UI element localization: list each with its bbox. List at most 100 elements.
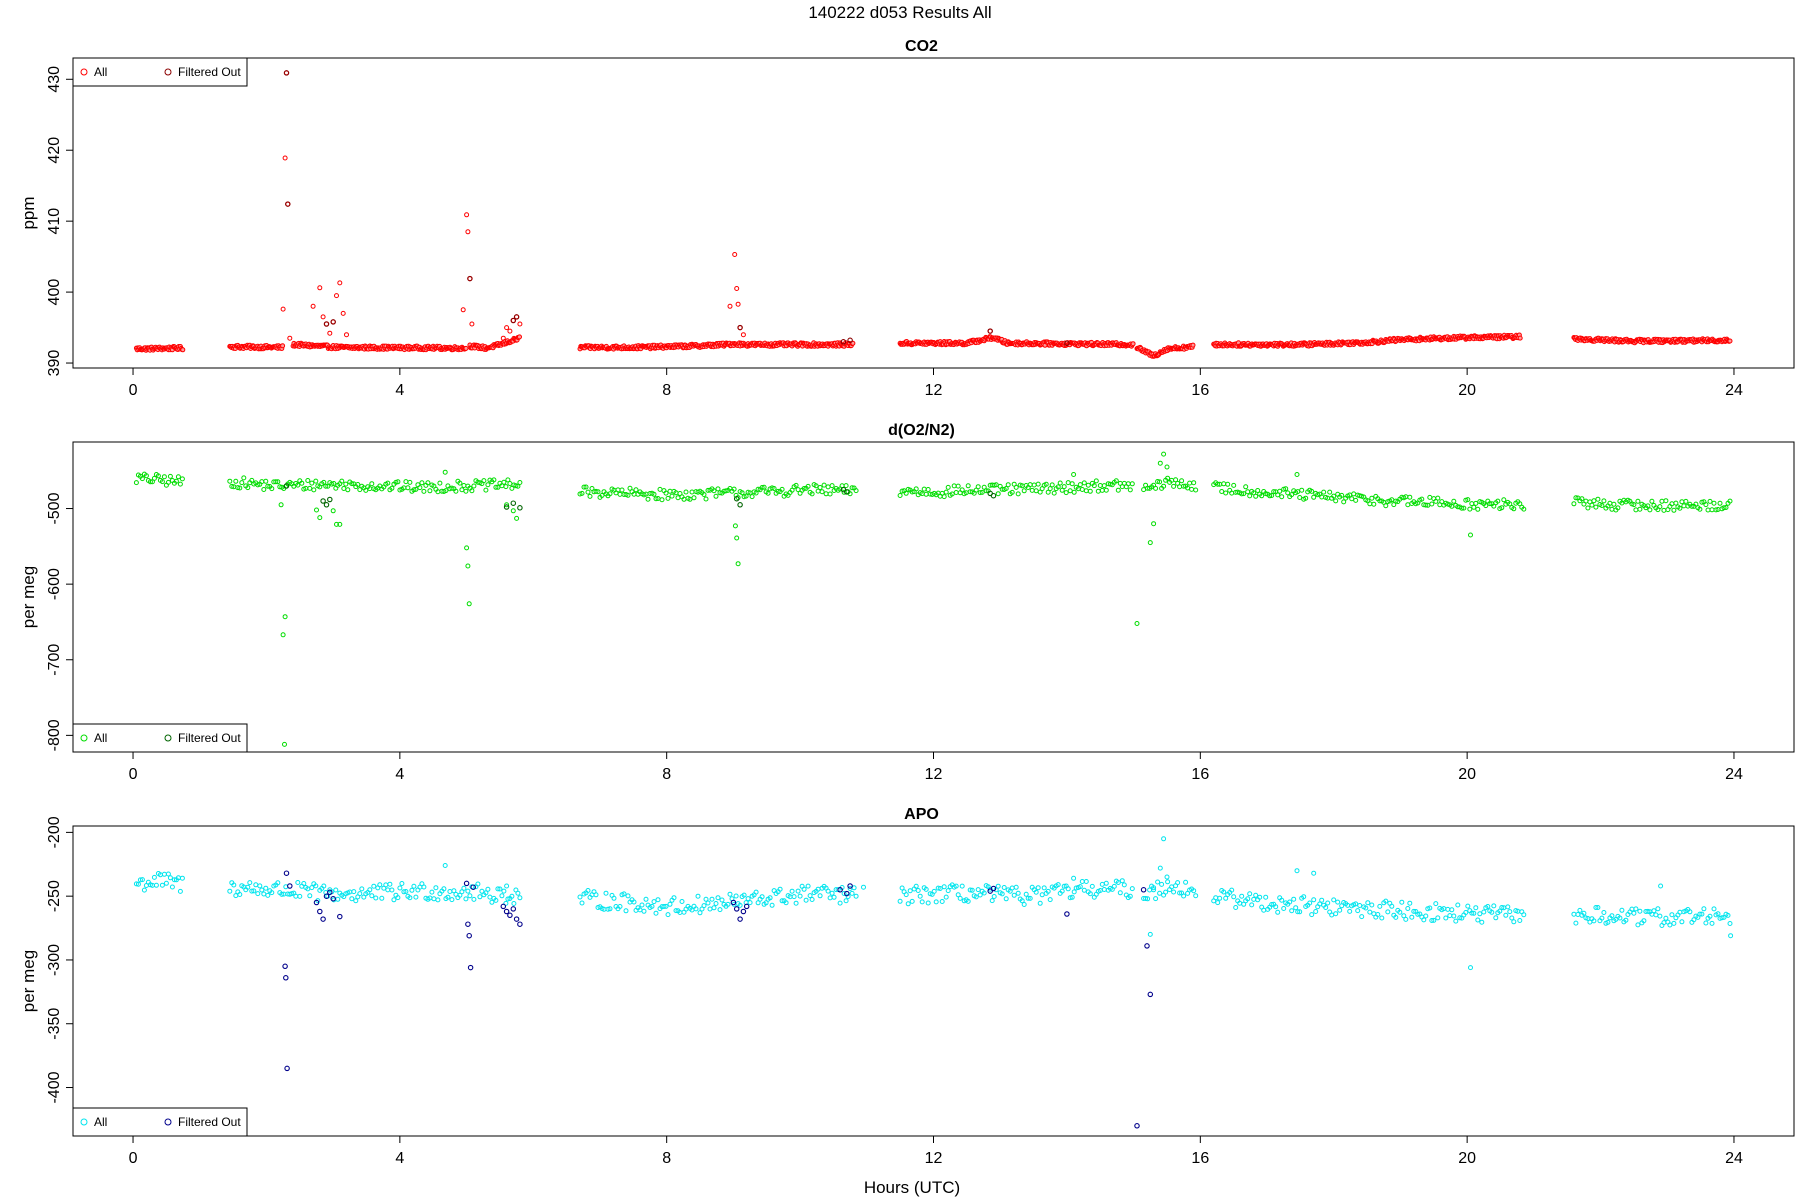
data-point bbox=[667, 488, 673, 494]
filtered-point bbox=[470, 884, 476, 890]
data-point bbox=[1637, 506, 1643, 512]
data-point bbox=[1401, 913, 1407, 919]
data-point bbox=[697, 910, 703, 916]
data-point bbox=[1273, 904, 1279, 910]
data-point bbox=[1337, 907, 1343, 913]
data-point bbox=[585, 489, 591, 495]
data-point bbox=[1223, 490, 1229, 496]
legend-box bbox=[72, 723, 248, 753]
data-point bbox=[489, 899, 495, 905]
data-point bbox=[227, 888, 233, 894]
data-point bbox=[1617, 915, 1623, 921]
filtered-point bbox=[463, 880, 470, 887]
data-point bbox=[169, 884, 175, 890]
legend: All Filtered Out bbox=[72, 723, 248, 753]
data-point bbox=[1129, 481, 1135, 487]
filtered-point bbox=[323, 321, 330, 327]
data-point bbox=[343, 481, 349, 487]
data-point bbox=[1161, 483, 1167, 489]
data-point bbox=[1161, 451, 1167, 457]
data-point bbox=[1311, 870, 1317, 876]
data-point bbox=[1609, 913, 1615, 919]
data-point bbox=[159, 479, 165, 485]
data-point bbox=[1389, 903, 1395, 909]
data-point bbox=[421, 488, 427, 494]
data-point bbox=[1727, 921, 1733, 926]
data-point bbox=[1511, 506, 1517, 512]
data-point bbox=[1449, 907, 1455, 913]
data-point bbox=[1157, 460, 1163, 466]
data-point bbox=[403, 889, 409, 894]
data-point bbox=[1375, 912, 1381, 917]
data-point bbox=[1134, 621, 1140, 626]
data-point bbox=[1190, 342, 1196, 348]
filtered-point bbox=[737, 502, 743, 508]
data-point bbox=[1705, 507, 1711, 513]
data-point bbox=[1083, 879, 1089, 884]
data-point bbox=[495, 484, 501, 490]
filtered-point bbox=[510, 500, 517, 506]
filtered-point bbox=[507, 912, 513, 919]
legend-marker-filtered bbox=[164, 68, 172, 76]
data-point bbox=[1119, 878, 1125, 884]
data-point bbox=[1125, 481, 1131, 487]
data-point bbox=[1693, 501, 1699, 507]
data-point bbox=[1725, 912, 1731, 918]
data-point bbox=[1581, 910, 1587, 916]
data-point bbox=[805, 883, 811, 889]
filtered-point bbox=[740, 908, 747, 915]
data-point bbox=[1421, 917, 1427, 923]
data-point bbox=[1247, 493, 1253, 499]
data-point bbox=[305, 478, 311, 483]
data-point bbox=[1043, 481, 1049, 487]
data-point bbox=[849, 485, 855, 491]
data-point bbox=[1189, 486, 1195, 492]
data-point bbox=[1297, 909, 1303, 915]
data-point bbox=[671, 895, 677, 901]
data-point bbox=[277, 484, 283, 490]
data-point bbox=[1215, 481, 1221, 487]
data-point bbox=[1403, 916, 1409, 922]
data-point bbox=[959, 487, 965, 493]
data-point bbox=[320, 314, 326, 320]
data-point bbox=[1177, 890, 1183, 896]
data-point bbox=[282, 614, 288, 620]
data-point bbox=[1489, 909, 1495, 915]
data-point bbox=[395, 895, 401, 901]
data-point bbox=[1319, 897, 1325, 903]
data-point bbox=[913, 883, 919, 889]
data-point bbox=[509, 893, 515, 899]
data-point bbox=[153, 882, 159, 888]
data-point bbox=[259, 887, 265, 893]
data-point bbox=[1155, 479, 1161, 484]
data-point bbox=[517, 321, 523, 327]
data-point bbox=[1465, 903, 1471, 909]
data-point bbox=[239, 480, 245, 486]
data-point bbox=[739, 490, 745, 496]
data-point bbox=[1411, 908, 1417, 914]
data-point bbox=[737, 902, 743, 908]
data-point bbox=[391, 897, 397, 903]
data-point bbox=[397, 885, 403, 891]
filtered-point bbox=[1064, 911, 1070, 917]
data-point bbox=[261, 891, 267, 897]
series-filtered-out bbox=[282, 870, 1154, 1129]
data-point bbox=[133, 881, 139, 887]
data-point bbox=[241, 475, 247, 481]
data-point bbox=[593, 488, 599, 494]
data-point bbox=[1081, 887, 1087, 893]
data-point bbox=[464, 545, 470, 551]
data-point bbox=[1595, 496, 1601, 502]
data-point bbox=[483, 487, 489, 493]
data-point bbox=[335, 896, 341, 902]
data-point bbox=[749, 494, 755, 500]
data-point bbox=[795, 888, 801, 894]
data-point bbox=[897, 493, 903, 498]
data-point bbox=[1505, 904, 1511, 910]
data-point bbox=[583, 484, 589, 490]
data-point bbox=[1027, 895, 1033, 901]
data-point bbox=[1065, 480, 1071, 486]
x-tick-label: 16 bbox=[1191, 1150, 1209, 1167]
data-point bbox=[1459, 505, 1465, 511]
data-point bbox=[923, 886, 929, 892]
